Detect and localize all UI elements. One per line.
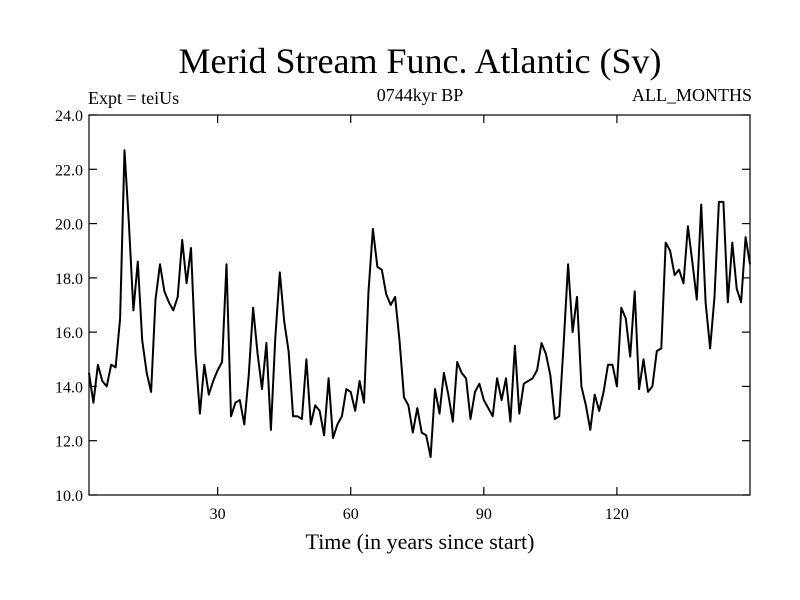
y-tick-label: 10.0 [55, 488, 83, 505]
x-tick-label: 30 [210, 506, 226, 523]
plot-area-frame [88, 114, 751, 496]
y-tick-label: 22.0 [55, 162, 83, 179]
subtitle-center: 0744kyr BP [377, 85, 464, 105]
x-axis: 30 60 90 120 [210, 115, 629, 523]
y-tick-label: 18.0 [55, 271, 83, 288]
chart-title: Merid Stream Func. Atlantic (Sv) [179, 41, 662, 81]
x-tick-label: 60 [343, 506, 359, 523]
data-series-line [88, 149, 751, 458]
y-tick-label: 16.0 [55, 325, 83, 342]
y-tick-label: 12.0 [55, 434, 83, 451]
x-tick-label: 90 [476, 506, 492, 523]
y-tick-label: 24.0 [55, 108, 83, 125]
y-tick-label: 14.0 [55, 379, 83, 396]
x-tick-label: 120 [605, 506, 629, 523]
y-tick-label: 20.0 [55, 217, 83, 234]
x-axis-label: Time (in years since start) [306, 529, 535, 554]
subtitle-right: ALL_MONTHS [632, 85, 752, 105]
subtitle-left: Expt = teiUs [88, 88, 179, 108]
y-axis: 10.0 12.0 14.0 16.0 18.0 20.0 22.0 24.0 [55, 108, 750, 505]
